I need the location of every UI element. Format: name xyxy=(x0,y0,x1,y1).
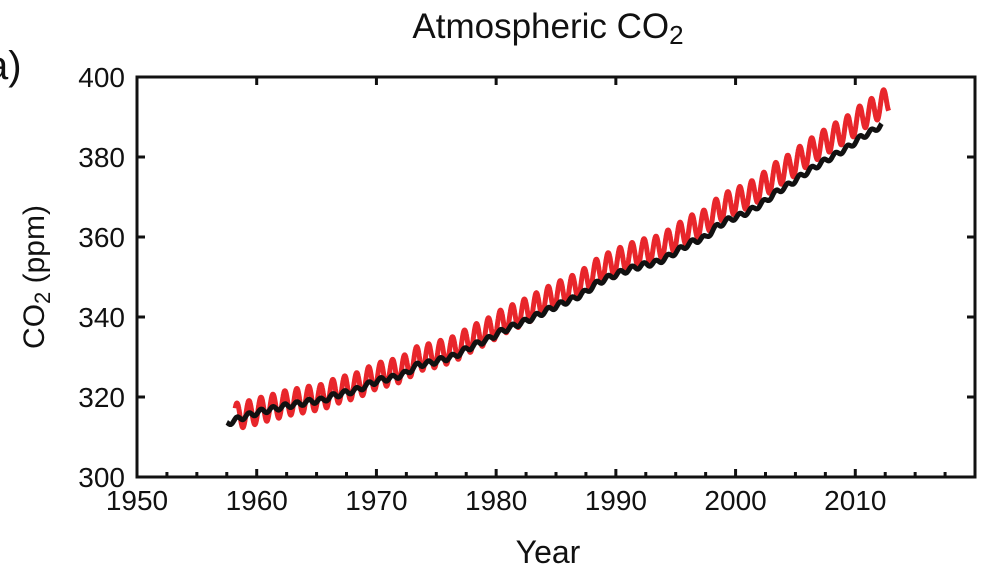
black-series-line xyxy=(224,121,884,427)
series-layer xyxy=(224,87,891,431)
y-axis-label: CO2 (ppm) xyxy=(18,205,55,349)
panel-label: a) xyxy=(0,44,22,88)
x-axis-label: Year xyxy=(516,534,581,570)
x-tick-label: 2000 xyxy=(704,485,766,516)
x-tick-label: 1970 xyxy=(345,485,407,516)
x-tick-label: 1980 xyxy=(465,485,527,516)
x-tick-label: 2010 xyxy=(824,485,886,516)
y-axis-label-text: CO xyxy=(18,304,51,349)
y-tick-label: 320 xyxy=(78,382,125,413)
y-tick-label: 340 xyxy=(78,302,125,333)
chart-title: Atmospheric CO2 xyxy=(412,7,683,50)
red-series-line xyxy=(232,87,891,431)
y-tick-label: 300 xyxy=(78,462,125,493)
axis-layer: 1950 1960 1970 1980 1990 2000 2010 300 320 340 360… xyxy=(78,62,977,516)
x-tick-label: 1960 xyxy=(226,485,288,516)
chart-title-text: Atmospheric CO xyxy=(412,7,669,46)
y-tick-label: 400 xyxy=(78,62,125,93)
x-tick-label: 1990 xyxy=(585,485,647,516)
x-tick-label: 1950 xyxy=(106,485,168,516)
y-tick-label: 360 xyxy=(78,222,125,253)
y-tick-label: 380 xyxy=(78,142,125,173)
y-axis-label-unit: (ppm) xyxy=(18,205,51,292)
y-axis-label-subscript: 2 xyxy=(30,292,55,304)
chart-title-subscript: 2 xyxy=(669,20,683,50)
